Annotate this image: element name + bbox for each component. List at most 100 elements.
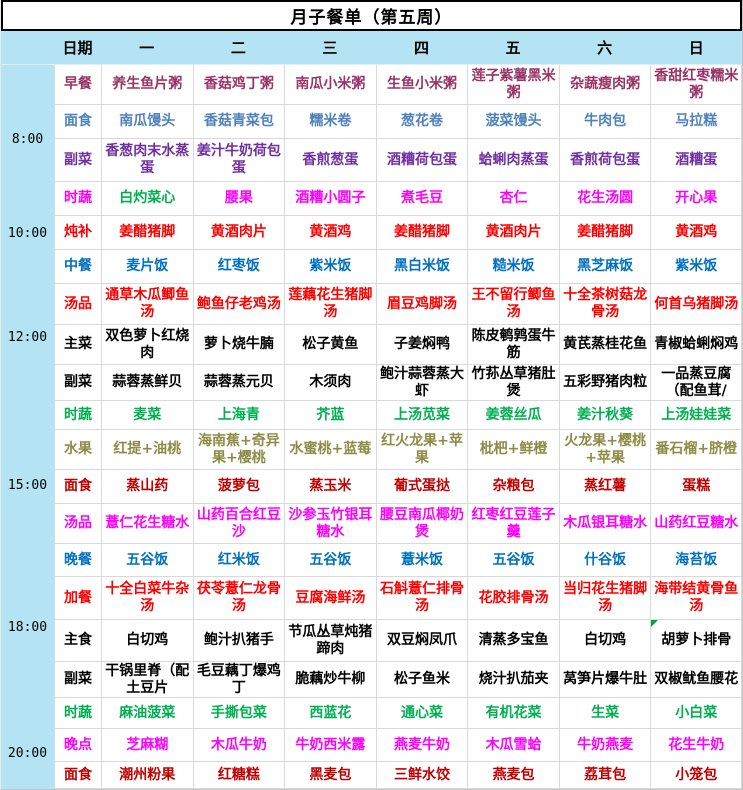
menu-cell[interactable]: 木须肉 xyxy=(284,365,376,401)
row-label[interactable]: 早餐 xyxy=(54,65,101,105)
menu-cell[interactable]: 葱花卷 xyxy=(375,105,468,139)
menu-cell[interactable]: 萝卜烧牛腩 xyxy=(192,325,285,365)
menu-cell[interactable]: 花生牛奶 xyxy=(650,729,742,762)
menu-cell[interactable]: 姜蓉丝瓜 xyxy=(467,401,559,430)
row-label[interactable]: 面食 xyxy=(54,762,101,789)
menu-cell[interactable]: 薏仁花生糖水 xyxy=(101,504,193,544)
menu-cell[interactable]: 山药百合红豆沙 xyxy=(192,504,285,544)
time-marker-1500[interactable]: 15:00 xyxy=(7,477,48,493)
menu-cell[interactable]: 黄酒肉片 xyxy=(192,216,285,250)
day-header-2[interactable]: 二 xyxy=(230,39,246,57)
menu-cell[interactable]: 花胶排骨汤 xyxy=(467,577,559,620)
row-label[interactable]: 炖补 xyxy=(54,216,101,250)
menu-cell[interactable]: 莲藕花生猪脚汤 xyxy=(284,284,376,325)
menu-cell[interactable]: 西蓝花 xyxy=(284,698,376,729)
menu-cell[interactable]: 木瓜牛奶 xyxy=(192,729,285,762)
menu-cell[interactable]: 莴笋片爆牛肚 xyxy=(558,662,651,698)
menu-cell[interactable]: 香甜红枣糯米粥 xyxy=(650,65,742,105)
row-label[interactable]: 中餐 xyxy=(54,250,101,284)
menu-cell[interactable]: 杏仁 xyxy=(467,182,559,216)
row-label[interactable]: 时蔬 xyxy=(54,401,101,430)
menu-cell[interactable]: 葡式蛋挞 xyxy=(375,470,468,504)
menu-cell[interactable]: 糯米卷 xyxy=(284,105,376,139)
time-marker-1800[interactable]: 18:00 xyxy=(7,619,48,635)
menu-cell[interactable]: 菠菜馒头 xyxy=(467,105,559,139)
menu-cell[interactable]: 荔茸包 xyxy=(558,762,651,789)
menu-cell[interactable]: 姜醋猪脚 xyxy=(375,216,468,250)
menu-cell[interactable]: 酒糟荷包蛋 xyxy=(375,139,468,182)
menu-cell[interactable]: 姜汁秋葵 xyxy=(558,401,651,430)
menu-cell[interactable]: 青椒蛤蜊焖鸡 xyxy=(650,325,742,365)
time-marker-1200[interactable]: 12:00 xyxy=(7,329,48,345)
menu-cell[interactable]: 海苔饭 xyxy=(650,544,742,577)
menu-cell[interactable]: 红米饭 xyxy=(192,544,285,577)
menu-cell[interactable]: 麻油菠菜 xyxy=(101,698,193,729)
menu-cell[interactable]: 五谷饭 xyxy=(101,544,193,577)
menu-cell[interactable]: 牛奶西米露 xyxy=(284,729,376,762)
menu-cell[interactable]: 菠萝包 xyxy=(192,470,285,504)
menu-cell[interactable]: 一品蒸豆腐（配鱼茸/ xyxy=(650,365,742,401)
menu-cell[interactable]: 红枣饭 xyxy=(192,250,285,284)
menu-cell[interactable]: 酒糟蛋 xyxy=(650,139,742,182)
menu-cell[interactable]: 黄酒鸡 xyxy=(650,216,742,250)
menu-cell[interactable]: 黄酒鸡 xyxy=(284,216,376,250)
menu-cell[interactable]: 子姜焖鸭 xyxy=(375,325,468,365)
menu-cell[interactable]: 马拉糕 xyxy=(650,105,742,139)
menu-cell[interactable]: 五彩野猪肉粒 xyxy=(558,365,651,401)
row-label[interactable]: 面食 xyxy=(54,470,101,504)
menu-cell[interactable]: 莲子紫薯黑米粥 xyxy=(467,65,559,105)
menu-cell[interactable]: 黄酒肉片 xyxy=(467,216,559,250)
menu-cell[interactable]: 芝麻糊 xyxy=(101,729,193,762)
menu-cell[interactable]: 红糖糕 xyxy=(192,762,285,789)
menu-cell[interactable]: 南瓜馒头 xyxy=(101,105,193,139)
menu-cell[interactable]: 双色萝卜红烧肉 xyxy=(101,325,193,365)
menu-cell[interactable]: 双椒鱿鱼腰花 xyxy=(650,662,742,698)
row-label[interactable]: 汤品 xyxy=(54,284,101,325)
menu-cell[interactable]: 番石榴+脐橙 xyxy=(650,430,742,470)
menu-cell[interactable]: 养生鱼片粥 xyxy=(101,65,193,105)
menu-cell[interactable]: 何首乌猪脚汤 xyxy=(650,284,742,325)
menu-cell[interactable]: 蒜蓉蒸鲜贝 xyxy=(101,365,193,401)
menu-cell[interactable]: 通草木瓜鲫鱼汤 xyxy=(101,284,193,325)
menu-cell[interactable]: 糙米饭 xyxy=(467,250,559,284)
menu-cell[interactable]: 开心果 xyxy=(650,182,742,216)
menu-cell[interactable]: 山药红豆糖水 xyxy=(650,504,742,544)
menu-cell[interactable]: 南瓜小米粥 xyxy=(284,65,376,105)
menu-cell[interactable]: 潮州粉果 xyxy=(101,762,193,789)
menu-cell[interactable]: 海南蕉+奇异果+樱桃 xyxy=(192,430,285,470)
menu-cell[interactable]: 香煎葱蛋 xyxy=(284,139,376,182)
menu-cell[interactable]: 腰豆南瓜椰奶煲 xyxy=(375,504,468,544)
menu-cell[interactable]: 燕麦牛奶 xyxy=(375,729,468,762)
menu-cell[interactable]: 什谷饭 xyxy=(558,544,651,577)
row-label[interactable]: 汤品 xyxy=(54,504,101,544)
menu-cell[interactable]: 香煎荷包蛋 xyxy=(558,139,651,182)
menu-cell[interactable]: 十全茶树菇龙骨汤 xyxy=(558,284,651,325)
day-header-3[interactable]: 三 xyxy=(322,39,338,57)
menu-cell[interactable]: 红火龙果+苹果 xyxy=(375,430,468,470)
menu-cell[interactable]: 手撕包菜 xyxy=(192,698,285,729)
menu-cell[interactable]: 三鲜水饺 xyxy=(375,762,468,789)
menu-cell[interactable]: 杂粮包 xyxy=(467,470,559,504)
day-header-6[interactable]: 六 xyxy=(597,39,613,57)
menu-cell[interactable]: 石斛薏仁排骨汤 xyxy=(375,577,468,620)
menu-cell[interactable]: 当归花生猪脚汤 xyxy=(558,577,651,620)
menu-cell[interactable]: 干锅里脊（配土豆片 xyxy=(101,662,193,698)
menu-cell[interactable]: 蛤蜊肉蒸蛋 xyxy=(467,139,559,182)
menu-cell[interactable]: 鲍汁蒜蓉蒸大虾 xyxy=(375,365,468,401)
menu-cell[interactable]: 姜汁牛奶荷包蛋 xyxy=(192,139,285,182)
menu-cell[interactable]: 枇杷+鲜橙 xyxy=(467,430,559,470)
menu-cell[interactable]: 烧汁扒茄夹 xyxy=(467,662,559,698)
row-label[interactable]: 副菜 xyxy=(54,365,101,401)
menu-cell[interactable]: 水蜜桃+蓝莓 xyxy=(284,430,376,470)
menu-cell[interactable]: 沙参玉竹银耳糖水 xyxy=(284,504,376,544)
day-header-5[interactable]: 五 xyxy=(505,39,521,57)
menu-cell[interactable]: 杂蔬瘦肉粥 xyxy=(558,65,651,105)
menu-cell[interactable]: 上汤娃娃菜 xyxy=(650,401,742,430)
menu-cell[interactable]: 香葱肉末水蒸蛋 xyxy=(101,139,193,182)
time-marker-2000[interactable]: 20:00 xyxy=(7,745,48,761)
menu-cell[interactable]: 白切鸡 xyxy=(558,620,651,662)
menu-cell[interactable]: 黄芪蒸桂花鱼 xyxy=(558,325,651,365)
menu-cell[interactable]: 鲍鱼仔老鸡汤 xyxy=(192,284,285,325)
menu-cell[interactable]: 生菜 xyxy=(558,698,651,729)
row-label[interactable]: 副菜 xyxy=(54,139,101,182)
